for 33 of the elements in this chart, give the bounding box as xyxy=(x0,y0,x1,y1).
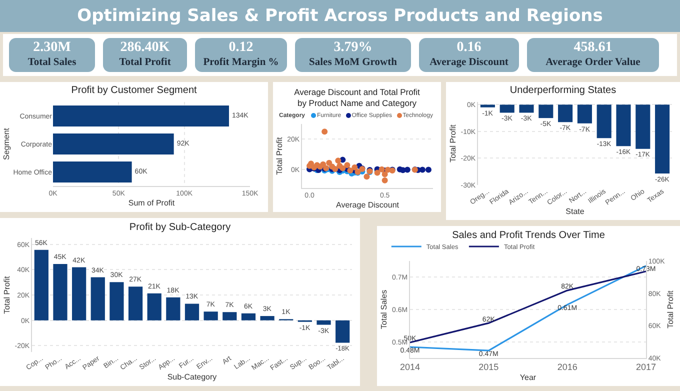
y-axis-title: Total Sales xyxy=(380,290,389,330)
y-axis-title: Total Profit xyxy=(274,136,284,175)
x-axis-title: Sum of Profit xyxy=(128,198,176,208)
x-axis-title: Sub-Category xyxy=(167,372,217,382)
y-axis-title: Total Profit xyxy=(448,124,458,162)
chart-title: Sales and Profit Trends Over Time xyxy=(452,230,606,241)
y-axis-title: Segment xyxy=(2,127,11,160)
text: 286.40K xyxy=(119,39,171,56)
text: Optimizing Sales & Profit Across Products and Regions xyxy=(0,0,680,32)
y2-axis-title: Total Profit xyxy=(666,290,676,328)
text: 3.79% xyxy=(332,39,374,56)
chart-title: Profit by Customer Segment xyxy=(71,84,198,96)
x-tick-label: 2016 xyxy=(557,362,578,372)
chart-title: Average Discount and Total Profit by Product Name and Category xyxy=(294,87,421,108)
text: Profit Margin % xyxy=(202,56,280,70)
chart-title: Underperforming States xyxy=(510,85,616,96)
chart-title: Profit by Sub-Category xyxy=(129,222,231,234)
x-tick-label: 2015 xyxy=(478,362,499,372)
text: Sales MoM Growth xyxy=(308,56,398,70)
text: Total Sales xyxy=(26,56,78,70)
y-axis-title: Total Profit xyxy=(2,275,12,314)
x-axis-title: Year xyxy=(520,372,536,382)
x-axis-title: State xyxy=(566,206,585,216)
text: 458.61 xyxy=(572,39,614,56)
text: 0.12 xyxy=(228,39,254,56)
text: Average Discount xyxy=(428,56,510,70)
x-axis-title: Average Discount xyxy=(336,200,400,210)
x-tick-label: 2017 xyxy=(636,362,656,372)
x-tick-label: 2014 xyxy=(400,362,420,372)
text: 2.30M xyxy=(32,39,72,56)
text: 0.16 xyxy=(456,39,482,56)
text: Total Profit xyxy=(118,56,172,70)
text: Average Order Value xyxy=(544,56,642,70)
